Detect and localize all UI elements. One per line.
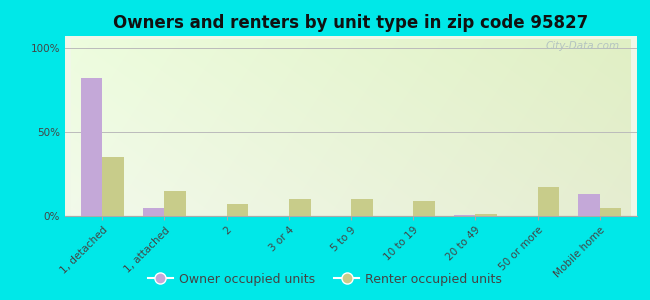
Text: City-Data.com: City-Data.com [546, 41, 620, 51]
Bar [454, 215, 475, 216]
Bar [600, 208, 621, 216]
Bar [102, 157, 124, 216]
Bar [351, 199, 372, 216]
Bar [143, 208, 164, 216]
Bar [289, 199, 311, 216]
Bar [164, 191, 187, 216]
Legend: Owner occupied units, Renter occupied units: Owner occupied units, Renter occupied un… [143, 268, 507, 291]
Bar [538, 188, 559, 216]
Bar [578, 194, 600, 216]
Bar [475, 214, 497, 216]
Bar [413, 201, 435, 216]
Title: Owners and renters by unit type in zip code 95827: Owners and renters by unit type in zip c… [113, 14, 589, 32]
Bar [227, 204, 248, 216]
Bar [81, 78, 102, 216]
